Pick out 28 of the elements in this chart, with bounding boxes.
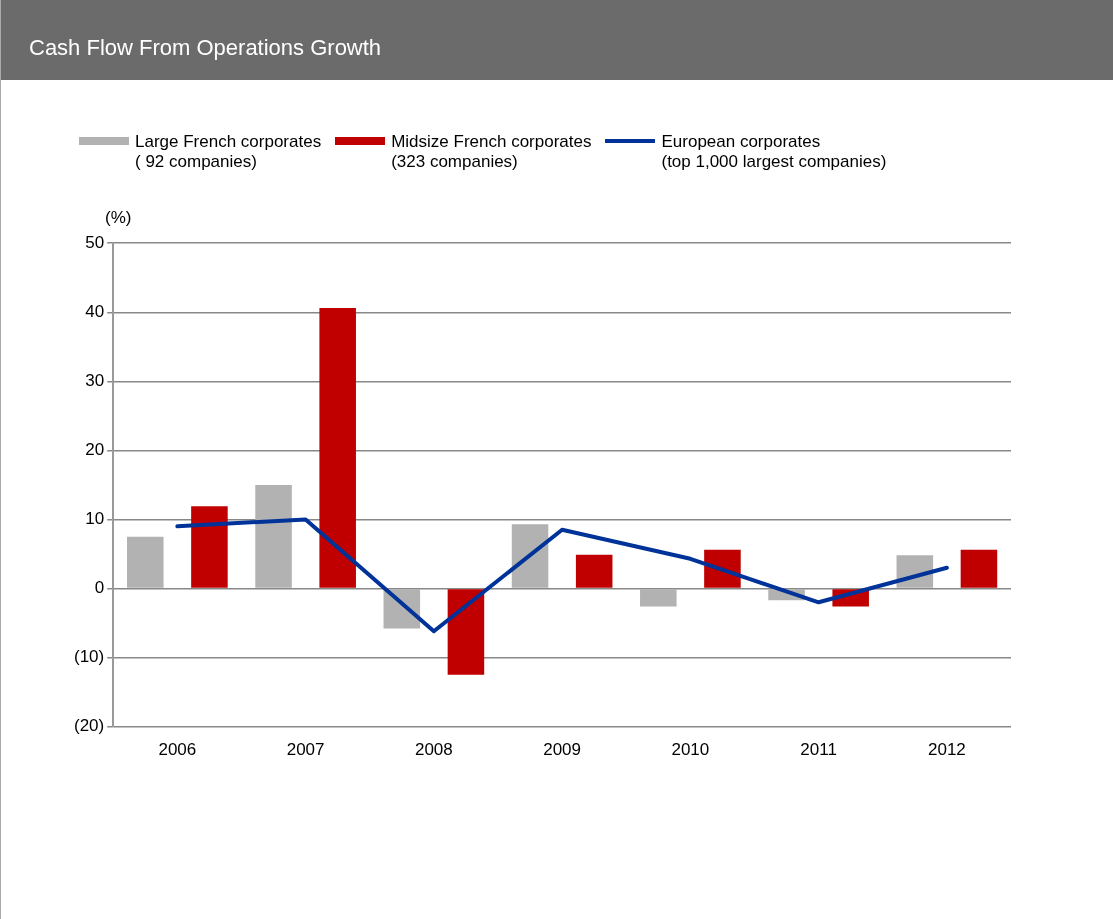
y-tick-label: 30 <box>85 371 105 390</box>
x-tick-label: 2006 <box>158 740 197 760</box>
x-tick-label: 2010 <box>671 740 710 760</box>
y-tick-label: 10 <box>85 509 105 529</box>
y-tick-label: (20) <box>74 716 105 736</box>
y-tick-label: 50 <box>85 232 105 252</box>
y-tick-label: 0 <box>94 578 105 598</box>
y-axis-title: (%) <box>105 208 132 228</box>
bar <box>960 549 998 588</box>
bar <box>640 589 677 607</box>
x-tick-label: 2007 <box>286 740 325 760</box>
y-tick-label: 20 <box>85 440 105 460</box>
x-tick-label: 2011 <box>800 740 837 760</box>
x-tick-label: 2008 <box>414 740 453 760</box>
bar <box>191 506 228 588</box>
y-tick-label: 40 <box>85 301 105 321</box>
y-tick-label: (10) <box>74 647 105 667</box>
x-tick-label: 2012 <box>927 740 966 760</box>
bar <box>447 589 485 675</box>
bar <box>255 484 292 588</box>
chart-title: Cash Flow From Operations Growth <box>1 0 1113 80</box>
x-tick-label: 2009 <box>543 740 582 760</box>
legend-label: European corporates (top 1,000 largest companies) <box>661 132 887 172</box>
legend-label: Midsize French corporates (323 companies) <box>391 132 592 172</box>
bar <box>575 554 613 588</box>
legend-label: Large French corporates ( 92 companies) <box>135 132 322 172</box>
bar <box>511 524 549 588</box>
bar <box>127 536 164 588</box>
